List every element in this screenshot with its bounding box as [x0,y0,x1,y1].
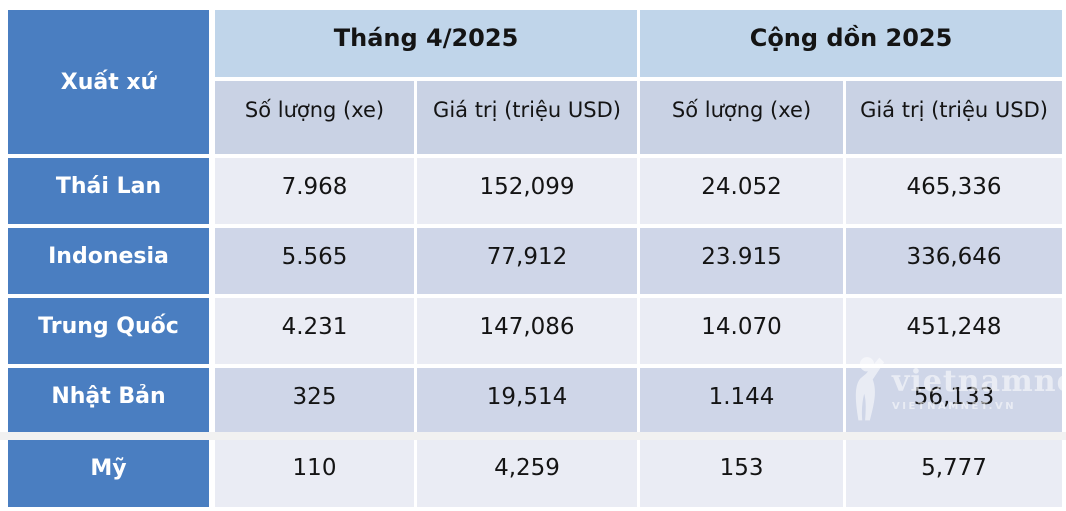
cell-value: 14.070 [640,298,847,368]
bottom-strip [0,432,1066,440]
cell-value: 19,514 [417,368,641,438]
cell-value: 23.915 [640,228,847,298]
cell-value: 56,133 [846,368,1063,438]
page: Xuất xứ Tháng 4/2025 Cộng dồn 2025 Số lư… [0,10,1066,511]
group-header-row: Xuất xứ Tháng 4/2025 Cộng dồn 2025 [8,10,1063,158]
table-row-nhat-ban: Nhật Bản 325 19,514 1.144 56,133 [8,368,1063,438]
subheader-quantity-ytd: Số lượng (xe) [640,81,847,158]
table-row-indonesia: Indonesia 5.565 77,912 23.915 336,646 [8,228,1063,298]
row-label: Thái Lan [8,158,215,228]
cell-value: 4.231 [215,298,417,368]
table-row-my: Mỹ 110 4,259 153 5,777 [8,438,1063,511]
table-row-trung-quoc: Trung Quốc 4.231 147,086 14.070 451,248 [8,298,1063,368]
cell-value: 77,912 [417,228,641,298]
cell-value: 5.565 [215,228,417,298]
group-header-thang-4-2025: Tháng 4/2025 [215,10,641,81]
cell-value: 24.052 [640,158,847,228]
group-header-cong-don-2025: Cộng dồn 2025 [640,10,1063,81]
origin-header-cell: Xuất xứ [8,10,215,158]
subheader-value-ytd: Giá trị (triệu USD) [846,81,1063,158]
table-row-thai-lan: Thái Lan 7.968 152,099 24.052 465,336 [8,158,1063,228]
cell-value: 336,646 [846,228,1063,298]
sub-header-row: Số lượng (xe) Giá trị (triệu USD) Số lượ… [8,81,1063,158]
cell-value: 1.144 [640,368,847,438]
row-label: Indonesia [8,228,215,298]
cell-value: 451,248 [846,298,1063,368]
cell-value: 110 [215,438,417,511]
cell-value: 325 [215,368,417,438]
cell-value: 152,099 [417,158,641,228]
cell-value: 5,777 [846,438,1063,511]
cell-value: 153 [640,438,847,511]
subheader-value-month: Giá trị (triệu USD) [417,81,641,158]
cell-value: 465,336 [846,158,1063,228]
cell-value: 7.968 [215,158,417,228]
row-label: Trung Quốc [8,298,215,368]
cell-value: 147,086 [417,298,641,368]
cell-value: 4,259 [417,438,641,511]
row-label: Nhật Bản [8,368,215,438]
row-label: Mỹ [8,438,215,511]
subheader-quantity-month: Số lượng (xe) [215,81,417,158]
